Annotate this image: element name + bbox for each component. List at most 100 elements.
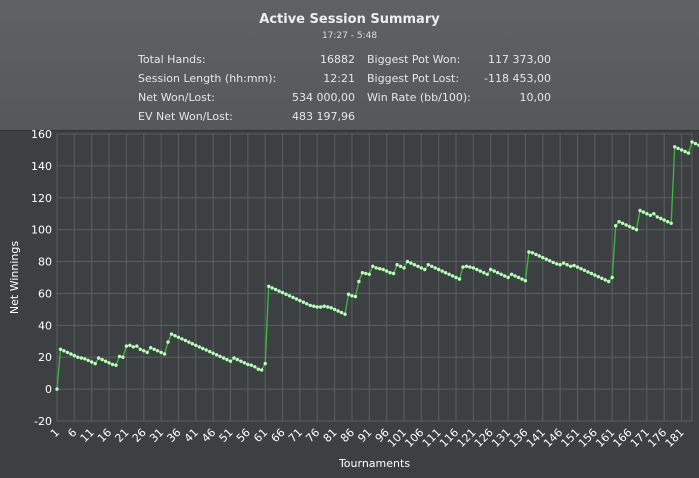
data-point xyxy=(86,358,90,363)
data-point xyxy=(450,274,455,278)
data-point xyxy=(315,305,319,309)
data-point xyxy=(527,250,531,254)
data-point xyxy=(419,266,423,270)
data-point xyxy=(555,262,559,266)
data-point xyxy=(509,272,514,276)
data-point xyxy=(100,357,104,362)
grid-lines xyxy=(56,133,692,422)
data-point xyxy=(551,260,555,265)
data-point xyxy=(121,355,125,359)
data-point xyxy=(176,335,181,339)
data-point xyxy=(572,263,576,268)
data-point xyxy=(204,348,208,352)
data-point xyxy=(79,356,84,360)
data-point xyxy=(586,270,590,274)
data-point xyxy=(208,349,212,354)
data-point xyxy=(194,343,198,347)
data-point xyxy=(513,274,517,278)
data-point xyxy=(308,303,312,308)
x-tick-label: 66 xyxy=(269,426,288,445)
data-point xyxy=(301,300,306,304)
data-point xyxy=(610,275,614,280)
data-point xyxy=(437,267,441,272)
data-point xyxy=(471,266,476,270)
data-point xyxy=(693,141,698,146)
data-point xyxy=(447,272,451,276)
data-point xyxy=(607,279,611,284)
x-tick-label: 6 xyxy=(65,426,79,440)
data-point xyxy=(183,338,188,343)
x-tick-label: 21 xyxy=(112,426,131,445)
data-point xyxy=(499,272,503,276)
data-point xyxy=(249,363,253,367)
y-tick-label: 140 xyxy=(31,160,52,173)
data-point xyxy=(534,252,538,257)
data-point xyxy=(239,359,243,363)
data-point xyxy=(614,224,618,228)
ev-net-won-lost-label: EV Net Won/Lost: xyxy=(138,110,233,123)
data-point xyxy=(600,276,604,280)
data-point xyxy=(273,287,278,292)
data-point xyxy=(475,267,479,272)
data-point xyxy=(652,212,656,216)
data-point xyxy=(506,275,510,280)
data-point xyxy=(426,263,430,267)
data-point xyxy=(298,298,302,303)
x-tick-label: 76 xyxy=(303,426,322,445)
data-point xyxy=(655,215,659,219)
data-point xyxy=(468,265,472,269)
data-point xyxy=(641,210,646,214)
data-point xyxy=(395,263,399,267)
data-point xyxy=(343,312,347,316)
session-length-label: Session Length (hh:mm): xyxy=(138,72,277,85)
data-point xyxy=(645,212,649,216)
data-point xyxy=(357,279,361,284)
summary-title: Active Session Summary xyxy=(259,12,440,27)
x-tick-label: 11 xyxy=(78,426,97,445)
session-summary-panel: Active Session Summary 17:27 - 5:48 Tota… xyxy=(0,0,699,131)
x-tick-label: 91 xyxy=(355,426,374,445)
data-point xyxy=(107,361,111,365)
data-point xyxy=(631,226,635,230)
ev-net-won-lost-value: 483 197,96 xyxy=(292,110,355,123)
summary-time-range: 17:27 - 5:48 xyxy=(321,31,378,41)
data-point xyxy=(246,362,250,367)
data-point xyxy=(596,275,600,279)
data-point xyxy=(374,266,378,270)
total-hands-label: Total Hands: xyxy=(138,53,206,66)
data-point xyxy=(180,337,184,341)
data-point xyxy=(378,267,382,271)
data-point xyxy=(142,349,146,353)
data-point xyxy=(242,361,247,365)
data-point xyxy=(502,274,507,278)
data-point xyxy=(214,353,219,357)
data-point xyxy=(76,355,80,359)
data-point xyxy=(353,294,358,299)
data-point xyxy=(114,363,118,367)
y-tick-label: -20 xyxy=(34,415,52,428)
total-hands-value: 16882 xyxy=(320,53,355,66)
y-tick-label: 80 xyxy=(38,256,52,269)
data-point xyxy=(55,387,59,391)
data-point xyxy=(617,220,621,224)
data-point xyxy=(402,266,406,270)
data-point xyxy=(128,343,132,347)
data-point xyxy=(679,148,684,152)
data-point xyxy=(537,254,541,258)
y-tick-label: 120 xyxy=(31,192,52,205)
data-point xyxy=(544,257,548,261)
data-point xyxy=(145,350,149,355)
data-point xyxy=(131,345,135,349)
data-point xyxy=(565,263,569,267)
data-point xyxy=(322,304,326,308)
data-point xyxy=(659,216,663,221)
data-point xyxy=(312,304,316,308)
x-axis-label: Tournaments xyxy=(338,457,410,470)
data-point xyxy=(287,294,292,298)
biggest-pot-lost-value: -118 453,00 xyxy=(484,72,551,85)
y-axis-label: Net Winnings xyxy=(8,241,21,314)
data-point xyxy=(197,345,201,349)
data-point xyxy=(443,271,448,275)
data-point xyxy=(430,264,434,268)
data-point xyxy=(683,149,687,154)
